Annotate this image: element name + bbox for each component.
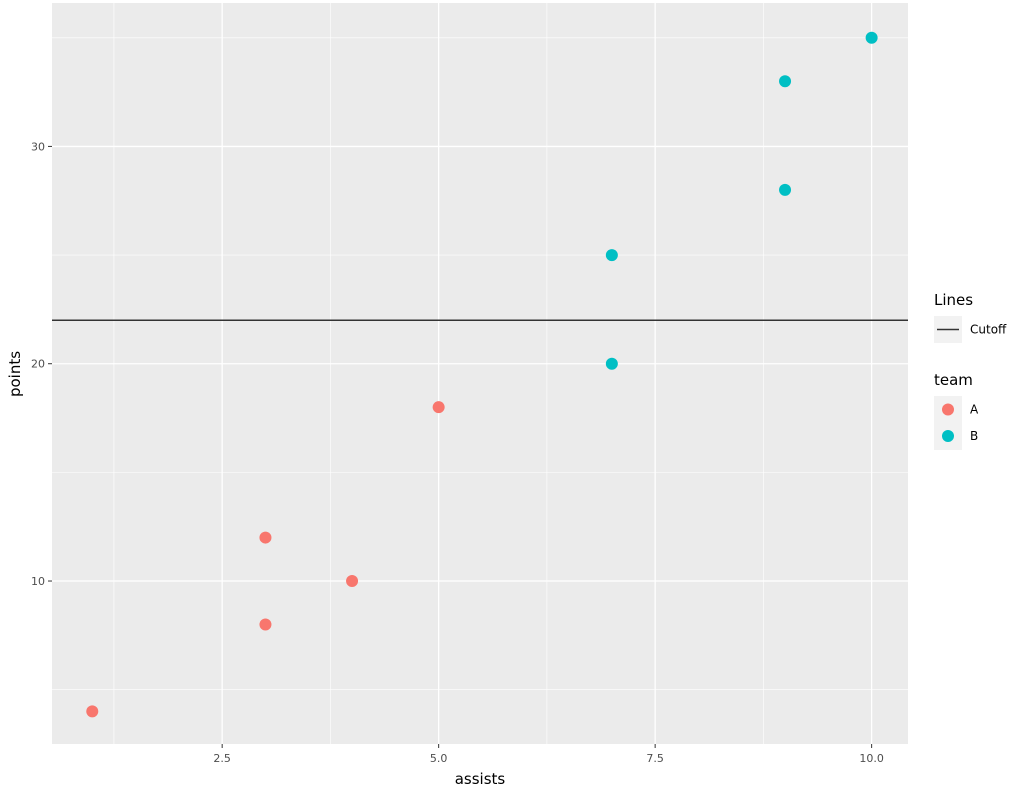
legend-point-icon [942,403,954,416]
x-axis-title: assists [455,770,506,788]
x-axis: 2.5 5.0 7.5 10.0 [213,744,884,765]
x-tick-label: 7.5 [646,752,664,765]
y-axis: 10 20 30 [31,140,52,588]
legend-point-icon [942,430,954,442]
y-tick-label: 30 [31,140,45,153]
legend-label-a: A [970,403,979,417]
x-tick-label: 2.5 [213,752,231,765]
data-point-team-a [86,705,99,718]
data-points [86,31,878,718]
data-point-team-a [259,531,272,544]
data-point-team-b [779,75,792,88]
minor-gridlines [52,3,908,744]
x-tick-label: 5.0 [430,752,448,765]
major-gridlines [52,3,908,744]
data-point-team-b [605,357,618,370]
x-tick-label: 10.0 [859,752,884,765]
legend-title-lines: Lines [934,291,973,309]
y-tick-label: 10 [31,575,45,588]
legend-label-b: B [970,429,978,443]
y-axis-title: points [6,351,24,397]
legend-label-cutoff: Cutoff [970,323,1007,337]
plot-panel [52,3,908,744]
data-point-team-a [432,401,445,414]
data-point-team-a [346,575,359,588]
data-point-team-b [779,183,792,196]
data-point-team-a [259,618,272,631]
data-point-team-b [605,249,618,262]
data-point-team-b [865,31,878,44]
legend: Lines Cutoff team AB [934,291,1007,450]
y-tick-label: 20 [31,358,45,371]
legend-title-team: team [934,371,973,389]
